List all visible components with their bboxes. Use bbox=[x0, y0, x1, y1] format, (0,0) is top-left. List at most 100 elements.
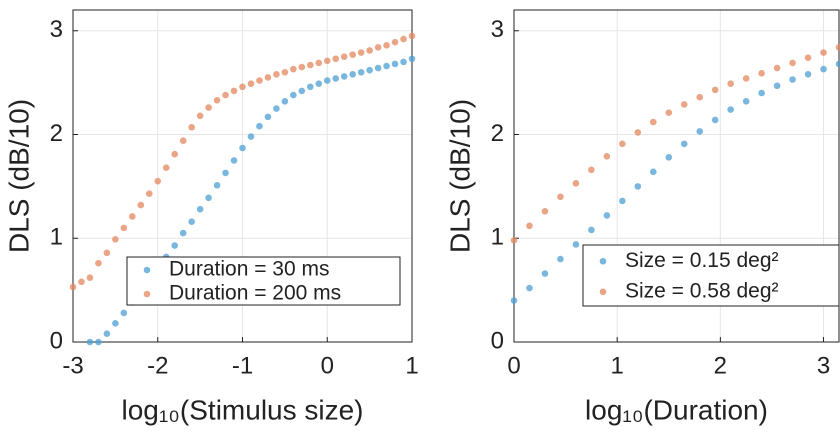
x-axis-label: log₁₀(Duration) bbox=[585, 394, 768, 425]
point bbox=[340, 73, 348, 80]
point bbox=[137, 201, 145, 209]
point bbox=[213, 182, 221, 189]
legend-marker bbox=[599, 288, 607, 296]
point bbox=[273, 71, 280, 78]
point bbox=[696, 128, 704, 135]
point bbox=[162, 164, 170, 171]
point bbox=[649, 118, 657, 126]
y-tick-label: 2 bbox=[50, 120, 63, 147]
point bbox=[804, 54, 812, 62]
x-tick-label: 0 bbox=[507, 352, 520, 379]
point bbox=[619, 140, 626, 148]
y-tick-label: 3 bbox=[50, 16, 63, 43]
point bbox=[196, 112, 204, 120]
legend-marker bbox=[143, 290, 151, 298]
point bbox=[179, 229, 187, 237]
legend-box bbox=[582, 244, 840, 307]
point bbox=[526, 222, 533, 230]
point bbox=[188, 218, 195, 225]
subplot: -3 -2 -1 0 1 0 1 2 3 log₁₀(Stimulus size) DLS (dB/… bbox=[3, 9, 419, 425]
point bbox=[357, 68, 365, 76]
point bbox=[129, 213, 136, 220]
point bbox=[103, 249, 111, 257]
point bbox=[742, 75, 750, 82]
x-tick-label: 1 bbox=[610, 352, 623, 379]
point bbox=[213, 96, 221, 104]
point bbox=[510, 237, 518, 244]
point bbox=[315, 59, 323, 67]
x-tick-label: 1 bbox=[405, 352, 418, 379]
point bbox=[264, 74, 272, 81]
point bbox=[86, 338, 94, 346]
point bbox=[95, 338, 102, 346]
legend-box bbox=[126, 256, 401, 306]
point bbox=[374, 64, 382, 72]
point bbox=[307, 83, 314, 91]
x-tick-label: -1 bbox=[232, 352, 253, 379]
subplot: 0 1 2 3 0 1 2 3 log₁₀(Duration) DLS (dB/10) Size =… bbox=[444, 9, 840, 425]
point bbox=[298, 87, 306, 95]
point bbox=[526, 284, 533, 292]
point bbox=[773, 82, 781, 90]
point bbox=[820, 49, 827, 56]
point bbox=[572, 241, 580, 248]
point bbox=[588, 226, 595, 234]
point bbox=[711, 116, 719, 124]
point bbox=[727, 80, 734, 87]
legend-marker bbox=[599, 257, 607, 265]
point bbox=[789, 76, 796, 83]
point bbox=[510, 297, 518, 304]
point bbox=[171, 242, 178, 249]
point bbox=[239, 83, 246, 91]
point bbox=[820, 65, 827, 73]
point bbox=[804, 71, 812, 78]
point bbox=[332, 55, 340, 63]
point bbox=[171, 150, 178, 158]
point bbox=[634, 183, 642, 190]
x-tick-label: 3 bbox=[817, 352, 830, 379]
point bbox=[557, 255, 564, 263]
point bbox=[391, 60, 399, 68]
point bbox=[400, 58, 407, 66]
point bbox=[230, 157, 238, 164]
point bbox=[256, 122, 263, 130]
point bbox=[665, 154, 673, 161]
point bbox=[603, 152, 611, 160]
point bbox=[205, 104, 212, 111]
point bbox=[835, 60, 840, 68]
point bbox=[383, 62, 390, 70]
point bbox=[222, 91, 229, 99]
point bbox=[332, 75, 340, 82]
point bbox=[541, 270, 549, 277]
point bbox=[103, 330, 111, 338]
point bbox=[307, 61, 314, 69]
point bbox=[665, 109, 673, 117]
legend-label: Size = 0.58 deg² bbox=[625, 279, 779, 302]
point bbox=[349, 51, 356, 58]
point bbox=[205, 194, 212, 202]
point bbox=[230, 87, 238, 95]
point bbox=[649, 168, 657, 176]
point bbox=[557, 193, 564, 201]
point bbox=[154, 177, 162, 185]
x-tick-label: -3 bbox=[62, 352, 83, 379]
point bbox=[120, 309, 128, 317]
point bbox=[179, 137, 187, 145]
point bbox=[145, 190, 153, 197]
point bbox=[400, 35, 407, 43]
point bbox=[95, 259, 102, 267]
point bbox=[340, 53, 348, 60]
point bbox=[222, 169, 229, 177]
y-tick-label: 0 bbox=[491, 327, 504, 354]
legend-label: Size = 0.15 deg² bbox=[625, 249, 779, 272]
x-tick-label: 2 bbox=[714, 352, 727, 379]
point bbox=[349, 71, 356, 78]
point bbox=[789, 59, 796, 67]
point bbox=[357, 49, 365, 56]
point bbox=[323, 77, 331, 84]
y-tick-label: 3 bbox=[491, 16, 504, 43]
point bbox=[383, 41, 390, 49]
point bbox=[374, 44, 382, 51]
point bbox=[773, 64, 781, 72]
